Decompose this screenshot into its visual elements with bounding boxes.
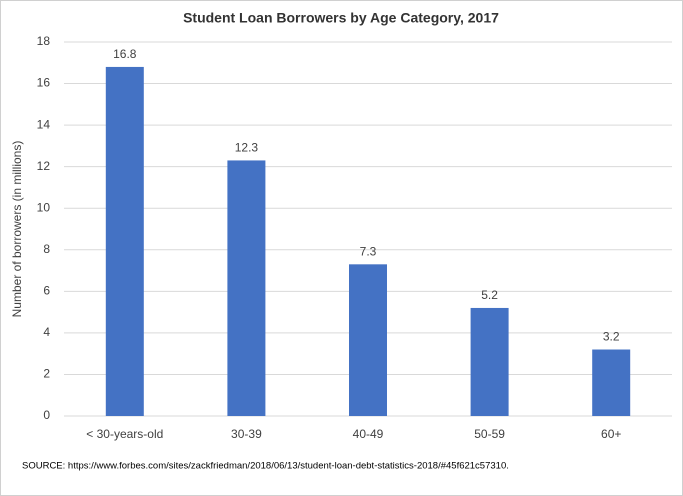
x-tick-label: 60+ <box>601 427 621 441</box>
x-tick-label: 40-49 <box>353 427 384 441</box>
y-tick-label: 18 <box>37 34 51 48</box>
bar <box>349 264 387 416</box>
y-tick-label: 0 <box>43 408 50 422</box>
data-label: 16.8 <box>113 47 137 61</box>
y-tick-label: 8 <box>43 242 50 256</box>
data-label: 5.2 <box>481 288 498 302</box>
data-label: 7.3 <box>360 244 377 258</box>
y-tick-label: 6 <box>43 284 50 298</box>
bar <box>105 66 144 416</box>
chart-title: Student Loan Borrowers by Age Category, … <box>183 10 499 26</box>
source-note: SOURCE: https://www.forbes.com/sites/zac… <box>22 461 509 472</box>
y-tick-label: 4 <box>43 325 50 339</box>
y-tick-label: 14 <box>37 117 51 131</box>
x-tick-label: 50-59 <box>474 427 505 441</box>
bar <box>470 307 509 416</box>
y-axis-label: Number of borrowers (in millions) <box>10 141 24 318</box>
y-tick-label: 12 <box>37 159 51 173</box>
bar <box>592 349 631 416</box>
y-tick-label: 16 <box>37 76 51 90</box>
bar <box>227 160 266 416</box>
x-tick-label: 30-39 <box>231 427 262 441</box>
data-label: 12.3 <box>235 141 259 155</box>
data-label: 3.2 <box>603 330 620 344</box>
y-tick-label: 2 <box>43 367 50 381</box>
y-tick-label: 10 <box>37 200 51 214</box>
x-tick-label: < 30-years-old <box>86 427 163 441</box>
